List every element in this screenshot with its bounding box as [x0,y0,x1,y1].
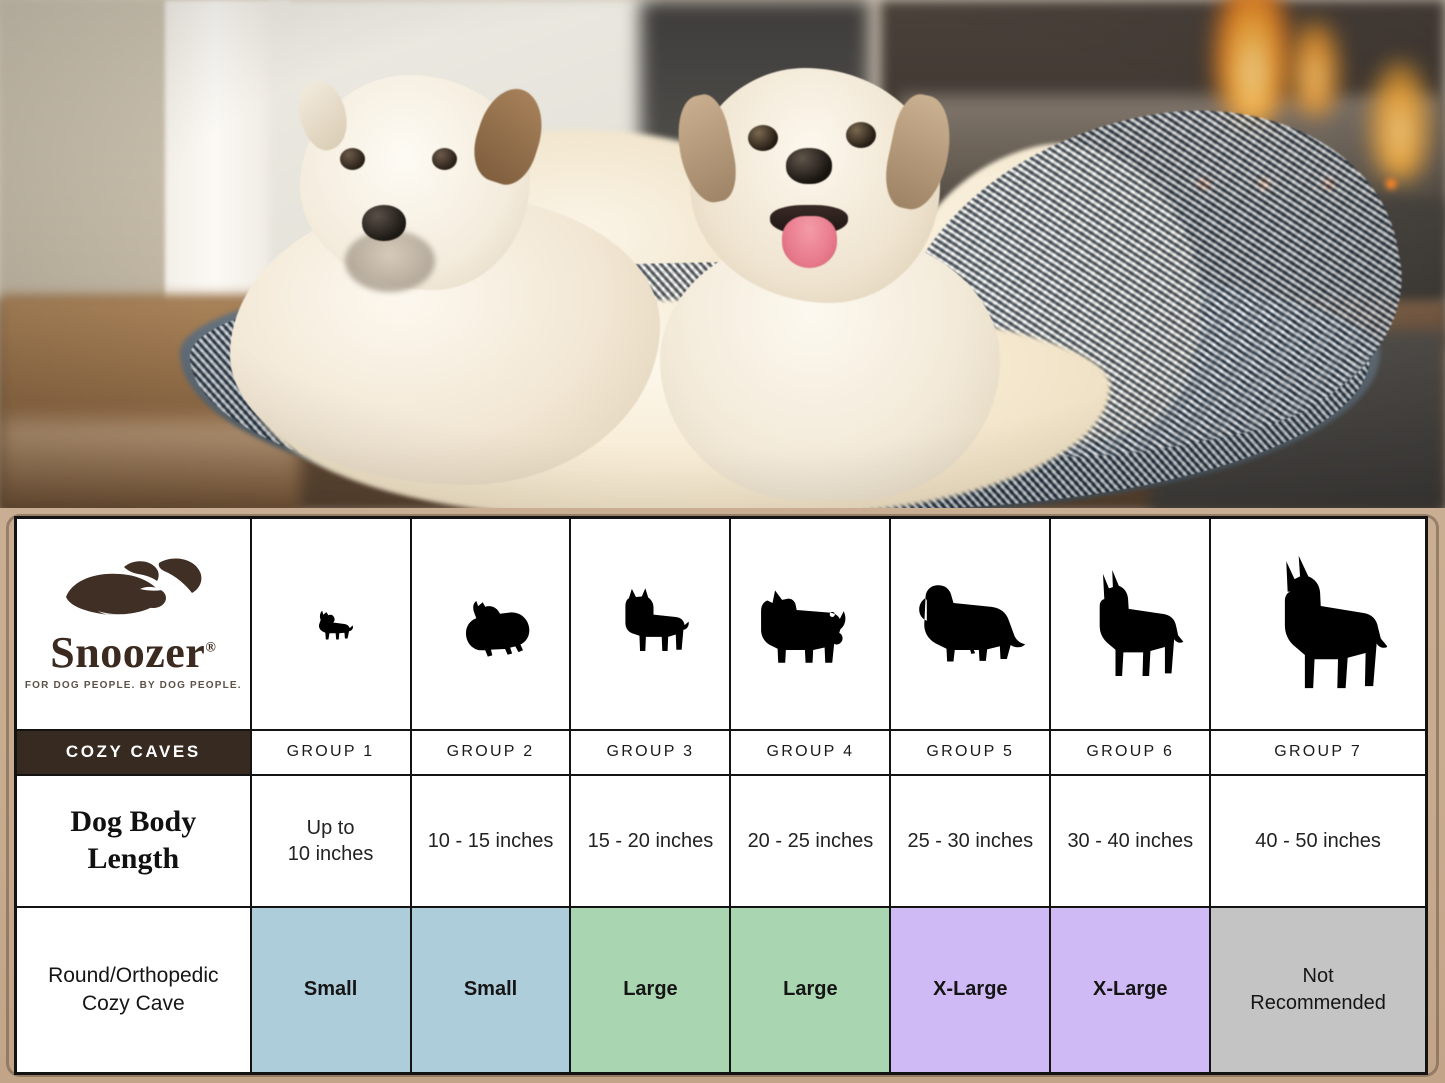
silhouette-cell-group-3 [569,519,732,732]
recommendation-value: Large [623,978,678,1001]
silhouette-cell-group-6 [1049,519,1212,732]
shiba-inu-silhouette-icon [761,590,846,663]
photo-floor-highlight [0,420,300,512]
row-header-recommendation: Round/Orthopedic Cozy Cave [17,905,252,1072]
body-length-cell-4: 20 - 25 inches [729,773,892,908]
silhouette-cell-group-7 [1209,519,1425,732]
recommendation-value: Not Recommended [1250,965,1386,1013]
group-header-3: GROUP 3 [569,729,732,776]
recommendation-value: Small [303,978,358,1001]
recommendation-value: X-Large [1093,978,1168,1001]
dog-head-logo-icon [66,558,202,617]
table-row-recommendation: Round/Orthopedic Cozy Cave Small Small La… [17,905,1425,1072]
body-length-value: 30 - 40 inches [1067,829,1194,852]
group-header-7: GROUP 7 [1209,729,1425,776]
group-header-1: GROUP 1 [249,729,412,776]
body-length-cell-1: Up to 10 inches [249,773,412,908]
table-row-group-labels: COZY CAVES GROUP 1 GROUP 2 GROUP 3 GROUP… [17,729,1425,776]
brand-logo-cell: Snoozer® FOR DOG PEOPLE. BY DOG PEOPLE. [17,519,252,732]
doberman-silhouette-icon [1099,569,1184,677]
recommendation-cell-6: X-Large [1049,905,1212,1072]
group-header-6: GROUP 6 [1049,729,1212,776]
group-label: GROUP 5 [926,743,1015,761]
dog-right-nose [786,148,832,184]
group-label: GROUP 2 [446,743,535,761]
photo-vignette [0,0,1445,512]
chihuahua-silhouette-icon [318,610,353,640]
dog-left-eye [340,148,365,170]
body-length-cell-3: 15 - 20 inches [569,773,732,908]
body-length-line-1: Up to [306,816,355,839]
table-row-silhouettes: Snoozer® FOR DOG PEOPLE. BY DOG PEOPLE. [17,519,1425,732]
dog-right-tongue [782,216,837,268]
dog-left-nose [362,205,406,241]
hero-photo [0,0,1445,512]
body-length-cell-5: 25 - 30 inches [889,773,1052,908]
silhouette-cell-group-2 [409,519,572,732]
flame-icon [1215,0,1290,125]
recommendation-cell-4: Large [729,905,892,1072]
recommendation-line-2: Recommended [1250,991,1386,1014]
body-length-value: 20 - 25 inches [747,829,874,852]
row-header-body-length: Dog Body Length [17,773,252,908]
group-header-5: GROUP 5 [889,729,1052,776]
body-length-cell-7: 40 - 50 inches [1209,773,1425,908]
silhouette-cell-group-4 [729,519,892,732]
size-chart-table: Snoozer® FOR DOG PEOPLE. BY DOG PEOPLE. [17,519,1425,1072]
great-dane-silhouette-icon [1284,555,1388,689]
recommendation-cell-7: Not Recommended [1209,905,1425,1072]
body-length-value: 15 - 20 inches [587,829,714,852]
group-label: GROUP 1 [286,743,375,761]
flame-icon [1370,60,1430,180]
dog-left-eye [432,148,457,170]
body-length-value: Up to 10 inches [252,815,410,867]
cozy-caves-header-cell: COZY CAVES [17,729,252,776]
body-length-cell-2: 10 - 15 inches [409,773,572,908]
flame-icon [1290,20,1340,115]
cozy-caves-label: COZY CAVES [65,742,201,762]
body-length-value: 40 - 50 inches [1255,829,1381,852]
group-label: GROUP 3 [606,743,695,761]
brand-tagline: FOR DOG PEOPLE. BY DOG PEOPLE. [24,680,242,692]
group-header-4: GROUP 4 [729,729,892,776]
table-row-body-length: Dog Body Length Up to 10 inches 10 - 15 i… [17,773,1425,908]
size-chart-table-container: Snoozer® FOR DOG PEOPLE. BY DOG PEOPLE. [14,516,1428,1075]
recommendation-value: Small [463,978,518,1001]
registered-mark: ® [205,640,217,656]
body-length-value: 10 - 15 inches [427,829,554,852]
group-header-2: GROUP 2 [409,729,572,776]
silhouette-cell-group-1 [249,519,412,732]
recommendation-cell-1: Small [249,905,412,1072]
brand-wordmark: Snoozer® [50,631,216,675]
recommendation-cell-2: Small [409,905,572,1072]
recommendation-value: Large [783,978,838,1001]
group-label: GROUP 4 [766,743,855,761]
group-label: GROUP 7 [1274,743,1363,761]
silhouette-cell-group-5 [889,519,1052,732]
golden-retriever-silhouette-icon [919,585,1026,662]
dog-right-eye [748,125,778,151]
brand-name-text: Snoozer [50,628,206,678]
dog-right-eye [846,122,876,148]
body-length-row-label: Dog Body Length [70,805,197,875]
body-length-line-2: 10 inches [287,842,374,865]
recommendation-cell-3: Large [569,905,732,1072]
recommendation-row-label: Round/Orthopedic Cozy Cave [48,964,219,1015]
boston-terrier-silhouette-icon [625,588,690,651]
body-length-cell-6: 30 - 40 inches [1049,773,1212,908]
recommendation-value: X-Large [933,978,1008,1001]
group-label: GROUP 6 [1086,743,1175,761]
body-length-value: 25 - 30 inches [907,829,1034,852]
recommendation-line-1: Not [1302,965,1334,988]
recommendation-cell-5: X-Large [889,905,1052,1072]
pomeranian-silhouette-icon [465,600,529,657]
